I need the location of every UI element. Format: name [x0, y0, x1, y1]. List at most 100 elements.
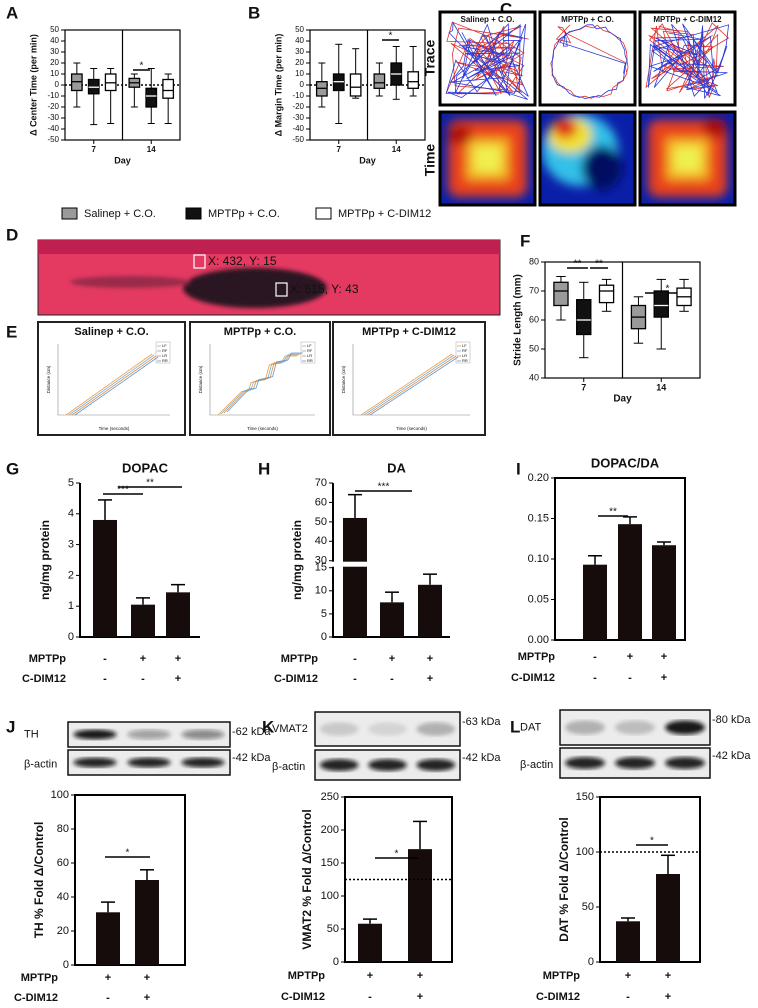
significance-label: * [650, 836, 654, 847]
gait-line [74, 356, 159, 416]
gait-legend-label: RF [307, 348, 313, 353]
y-tick-label: -30 [292, 113, 304, 122]
box [373, 73, 386, 89]
treatment-label: MPTPp [21, 972, 59, 984]
treatment-mark: - [353, 653, 357, 665]
significance-label: * [126, 848, 130, 859]
treatment-mark: + [625, 970, 631, 982]
y-tick-label: -50 [47, 135, 59, 144]
heat [582, 146, 622, 190]
y-tick-label: 20 [50, 58, 59, 67]
bar [343, 517, 367, 637]
y-tick-label: 30 [50, 47, 59, 56]
y-tick-label: 40 [295, 36, 304, 45]
treatment-mark: - [593, 672, 597, 684]
gait-axes [352, 344, 470, 416]
y-tick-label: 0.00 [528, 634, 549, 646]
y-tick-label: 30 [315, 555, 327, 567]
y-tick-label: 0.10 [528, 553, 549, 565]
blot-band [319, 759, 359, 771]
legend-swatch [61, 207, 78, 220]
bar [380, 602, 404, 637]
bar [656, 874, 680, 962]
bar [418, 584, 442, 637]
treatment-mark: + [427, 653, 433, 665]
treatment-label: C-DIM12 [22, 673, 66, 685]
y-tick-label: 100 [51, 789, 69, 801]
y-tick-label: 0.20 [528, 472, 549, 484]
mouse-tail [70, 276, 190, 288]
y-tick-label: 3 [68, 539, 74, 551]
y-tick-label: 30 [295, 47, 304, 56]
coordinate-label: X: 515, Y: 43 [290, 282, 359, 296]
y-tick-label: 200 [321, 824, 339, 836]
gait-x-label: Time (seconds) [99, 426, 130, 431]
bar [96, 912, 120, 965]
video-band [38, 240, 500, 254]
blot-bands [565, 720, 705, 735]
bar [583, 564, 607, 640]
y-tick-label: 40 [529, 372, 539, 382]
treatment-mark: + [661, 651, 667, 663]
y-tick-label: 1 [68, 600, 74, 612]
gait-line [226, 352, 303, 413]
blot-bands [565, 757, 705, 769]
panel-label: K [262, 717, 275, 736]
gait-x-label: Time (seconds) [396, 426, 427, 431]
row-label: Time [422, 144, 438, 177]
treatment-mark: - [353, 673, 357, 685]
y-tick-label: 150 [576, 791, 594, 803]
gait-y-label: Distance (cm) [198, 365, 203, 393]
treatment-label: MPTPp [288, 970, 326, 982]
significance-label: *** [378, 482, 390, 493]
blot-band [127, 729, 171, 740]
treatment-mark: + [627, 651, 633, 663]
legend-label: Salinep + C.O. [84, 208, 156, 220]
legend-label: MPTPp + C.O. [208, 208, 280, 220]
gait-line [366, 355, 457, 416]
heat [703, 118, 727, 138]
y-tick-label: 60 [57, 857, 69, 869]
y-tick-label: 150 [321, 857, 339, 869]
bar [408, 849, 432, 962]
blot-band [181, 757, 225, 768]
gait-line [68, 354, 155, 416]
blot-band [416, 722, 456, 736]
gait-title: MPTPp + C.O. [224, 326, 296, 338]
y-tick-label: 0 [63, 959, 69, 971]
gait-line [360, 353, 453, 416]
blot-target: DAT [520, 721, 541, 733]
blot-band [127, 757, 171, 768]
gait-axes [57, 344, 170, 416]
treatment-mark: - [103, 653, 107, 665]
y-tick-label: 2 [68, 569, 74, 581]
gait-frame [37, 321, 186, 436]
gait-legend-box [155, 341, 171, 364]
box [162, 78, 175, 99]
treatment-mark: + [175, 673, 181, 685]
y-axis-label: TH % Fold Δ/Control [32, 822, 46, 939]
y-tick-label: 50 [315, 516, 327, 528]
y-tick-label: 70 [529, 285, 539, 295]
heat-frame [638, 110, 737, 207]
x-tick-label: 7 [581, 382, 586, 392]
blot-bands [319, 722, 456, 736]
y-tick-label: -30 [47, 113, 59, 122]
y-tick-label: 50 [50, 25, 59, 34]
treatment-mark: + [661, 672, 667, 684]
y-tick-label: 4 [68, 508, 74, 520]
bar [166, 592, 190, 637]
treatment-mark: + [175, 653, 181, 665]
treatment-label: C-DIM12 [281, 991, 325, 1003]
y-tick-label: 100 [321, 890, 339, 902]
y-tick-label: 50 [582, 901, 594, 913]
blot-target-size: -63 kDa [462, 716, 501, 728]
gait-legend-box [455, 341, 471, 364]
axis-break [325, 561, 452, 567]
y-tick-label: 50 [529, 343, 539, 353]
blot-target-size: -62 kDa [232, 726, 271, 738]
heat [448, 125, 472, 145]
mouse-body [183, 268, 327, 308]
heat-blobs [648, 118, 727, 197]
blot-band [73, 729, 117, 740]
